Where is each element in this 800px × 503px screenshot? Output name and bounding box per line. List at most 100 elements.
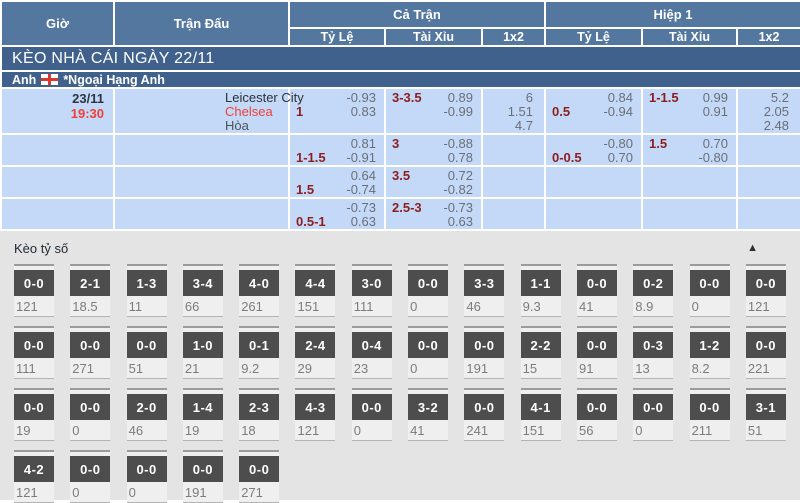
h1-1x2-cell — [736, 197, 800, 231]
collapse-arrow-icon[interactable]: ▲ — [747, 242, 758, 254]
score-odds-cell[interactable]: 2-4 29 — [295, 326, 336, 379]
score-odds-cell[interactable]: 0-0 191 — [182, 450, 223, 503]
score-odds-cell[interactable]: 3-3 46 — [464, 264, 505, 317]
england-flag-icon — [41, 73, 59, 85]
score-odds-cell[interactable]: 4-4 151 — [295, 264, 336, 317]
h1-ou-cell[interactable]: 1-1.5 0.99 0.91 — [641, 87, 738, 135]
score-odds-cell[interactable]: 0-2 8.9 — [633, 264, 674, 317]
score-odds-cell[interactable]: 0-4 23 — [351, 326, 392, 379]
score-label: 0-0 — [239, 456, 280, 482]
ft-1x2-cell — [481, 197, 546, 231]
score-odds-cell[interactable]: 0-0 241 — [464, 388, 505, 441]
odds-value: 0.70 — [702, 136, 728, 151]
ft-hdp-cell[interactable]: -0.73 0.5-1 0.63 — [288, 197, 386, 231]
score-odds-cell[interactable]: 0-0 211 — [689, 388, 730, 441]
score-odds-cell[interactable]: 0-0 121 — [745, 264, 786, 317]
score-odds-cell[interactable]: 1-4 19 — [182, 388, 223, 441]
score-odds-cell[interactable]: 0-0 0 — [126, 450, 167, 503]
odds-value: 0.78 — [447, 150, 473, 165]
score-odds-cell[interactable]: 3-1 51 — [745, 388, 786, 441]
score-odds-cell[interactable]: 0-0 0 — [70, 388, 111, 441]
score-label: 0-0 — [126, 332, 167, 358]
score-odds-cell[interactable]: 0-0 0 — [408, 264, 449, 317]
handicap-value: 3 — [392, 136, 400, 151]
h1-hdp-cell[interactable]: -0.80 0-0.5 0.70 — [544, 133, 643, 167]
ft-ou-cell[interactable]: 3 -0.88 0.78 — [384, 133, 483, 167]
score-label: 4-1 — [520, 394, 561, 420]
h1-1x2-cell[interactable]: 5.2 2.05 2.48 — [736, 87, 800, 135]
score-odds-cell[interactable]: 2-2 15 — [520, 326, 561, 379]
score-odds-cell[interactable]: 4-3 121 — [295, 388, 336, 441]
score-odds-cell[interactable]: 2-0 46 — [126, 388, 167, 441]
score-odds-cell[interactable]: 0-0 271 — [239, 450, 280, 503]
score-label: 0-3 — [633, 332, 674, 358]
score-odds-cell[interactable]: 0-0 0 — [70, 450, 111, 503]
score-odds-cell[interactable]: 3-4 66 — [182, 264, 223, 317]
score-odds-cell[interactable]: 4-1 151 — [520, 388, 561, 441]
odds-line: 0.63 — [386, 215, 481, 229]
ft-1x2-cell[interactable]: 6 1.51 4.7 — [481, 87, 546, 135]
score-odds-cell[interactable]: 0-0 191 — [464, 326, 505, 379]
score-odds-cell[interactable]: 1-1 9.3 — [520, 264, 561, 317]
score-odds-cell[interactable]: 0-0 0 — [689, 264, 730, 317]
score-odds-cell[interactable]: 0-0 271 — [70, 326, 111, 379]
handicap-value: 1-1.5 — [649, 90, 679, 105]
match-teams-cell[interactable]: Leicester City Chelsea Hòa — [113, 87, 304, 135]
odds-line: 0.78 — [386, 151, 481, 165]
score-odds-cell[interactable]: 1-0 21 — [182, 326, 223, 379]
score-label: 2-0 — [126, 394, 167, 420]
handicap-value: 3-3.5 — [392, 90, 422, 105]
odds-line: -0.99 — [386, 105, 481, 119]
ft-ou-cell[interactable]: 2.5-3 -0.73 0.63 — [384, 197, 483, 231]
score-odds-value: 9.3 — [522, 299, 541, 314]
score-odds-cell[interactable]: 2-3 18 — [239, 388, 280, 441]
score-label: 0-0 — [408, 270, 449, 296]
score-odds-cell[interactable]: 3-0 111 — [351, 264, 392, 317]
score-label: 3-4 — [182, 270, 223, 296]
odds-line: 0-0.5 0.70 — [546, 151, 641, 165]
odds-line: 1-1.5 0.99 — [643, 91, 736, 105]
odds-line: 1.5 0.70 — [643, 137, 736, 151]
score-odds-cell[interactable]: 4-0 261 — [239, 264, 280, 317]
ft-hdp-cell[interactable]: 0.81 1-1.5 -0.91 — [288, 133, 386, 167]
score-odds-cell[interactable]: 0-0 121 — [14, 264, 54, 317]
score-label: 0-0 — [576, 270, 617, 296]
score-odds-cell[interactable]: 1-2 8.2 — [689, 326, 730, 379]
score-label: 0-0 — [14, 270, 54, 296]
score-odds-cell[interactable]: 0-0 56 — [576, 388, 617, 441]
score-label: 1-4 — [182, 394, 223, 420]
ft-hdp-cell[interactable]: 0.64 1.5 -0.74 — [288, 165, 386, 199]
h1-hdp-cell[interactable]: 0.84 0.5 -0.94 — [544, 87, 643, 135]
score-odds-cell[interactable]: 0-3 13 — [633, 326, 674, 379]
ft-ou-cell[interactable]: 3-3.5 0.89 -0.99 — [384, 87, 483, 135]
score-odds-cell[interactable]: 0-0 41 — [576, 264, 617, 317]
score-odds-cell[interactable]: 0-0 19 — [14, 388, 54, 441]
score-odds-cell[interactable]: 0-0 0 — [408, 326, 449, 379]
odds-line: 3.5 0.72 — [386, 169, 481, 183]
score-odds-cell[interactable]: 4-2 121 — [14, 450, 54, 503]
match-kickoff-time: 19:30 — [70, 106, 104, 121]
score-odds-value: 0 — [72, 485, 80, 500]
score-odds-cell[interactable]: 1-3 11 — [126, 264, 167, 317]
col-header-time: Giờ — [0, 0, 115, 47]
odds-value: -0.99 — [443, 104, 473, 119]
score-odds-cell[interactable]: 2-1 18.5 — [70, 264, 111, 317]
odds-row: 0.64 1.5 -0.74 3.5 0.72 -0.82 — [0, 165, 800, 199]
league-band[interactable]: Anh *Ngoại Hạng Anh — [0, 70, 800, 89]
home-team-name[interactable]: Leicester City — [225, 90, 304, 105]
away-team-name[interactable]: Chelsea — [225, 104, 273, 119]
handicap-value: 2.5-3 — [392, 200, 422, 215]
ft-hdp-cell[interactable]: -0.93 1 0.83 — [288, 87, 386, 135]
score-odds-cell[interactable]: 0-0 51 — [126, 326, 167, 379]
h1-ou-cell[interactable]: 1.5 0.70 -0.80 — [641, 133, 738, 167]
score-odds-cell[interactable]: 0-0 91 — [576, 326, 617, 379]
score-odds-cell[interactable]: 0-0 221 — [745, 326, 786, 379]
score-odds-value: 0 — [128, 485, 136, 500]
score-odds-cell[interactable]: 3-2 41 — [408, 388, 449, 441]
score-odds-cell[interactable]: 0-1 9.2 — [239, 326, 280, 379]
score-odds-cell[interactable]: 0-0 0 — [351, 388, 392, 441]
ft-ou-cell[interactable]: 3.5 0.72 -0.82 — [384, 165, 483, 199]
score-odds-cell[interactable]: 0-0 111 — [14, 326, 54, 379]
score-label: 0-0 — [70, 456, 111, 482]
score-odds-cell[interactable]: 0-0 0 — [633, 388, 674, 441]
